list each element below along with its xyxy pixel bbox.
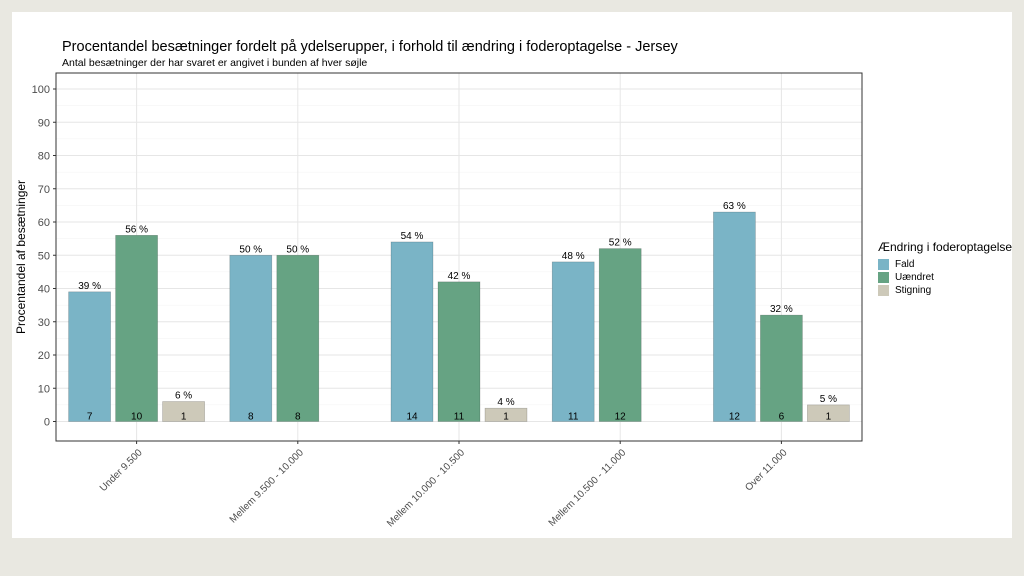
legend: Ændring i foderoptagelse Fald Uændret Stig…: [878, 240, 1012, 297]
y-axis-label: Procentandel af besætninger: [14, 180, 28, 334]
y-tick-label: 0: [44, 417, 50, 429]
legend-items: Fald Uændret Stigning: [878, 258, 1012, 297]
bar: [807, 404, 850, 422]
y-tick-label: 10: [38, 383, 50, 395]
bar-value-label: 50 %: [286, 244, 309, 255]
bar-count-label: 6: [779, 412, 785, 423]
y-tick-label: 60: [38, 217, 50, 229]
plot-border: [55, 72, 863, 442]
bar-count-label: 1: [826, 412, 832, 423]
bar: [115, 235, 158, 422]
x-tick-label: Mellem 10.500 - 11.000: [547, 447, 629, 529]
bar-value-label: 5 %: [820, 394, 837, 405]
x-tick-label: Mellem 10.000 - 10.500: [385, 447, 467, 529]
bar-count-label: 1: [181, 412, 187, 423]
y-tick-label: 90: [38, 117, 50, 129]
bar: [390, 241, 434, 422]
bar-value-label: 50 %: [239, 244, 262, 255]
slide: Procentandel besætninger fordelt på ydel…: [12, 12, 1012, 538]
bar-value-label: 52 %: [609, 238, 632, 249]
bar-count-label: 11: [454, 412, 465, 423]
bar: [713, 211, 756, 422]
bar-count-label: 8: [295, 412, 301, 423]
bar: [162, 401, 205, 422]
legend-item: Uændret: [878, 271, 1012, 284]
legend-label: Fald: [895, 259, 915, 270]
bar-value-label: 39 %: [78, 281, 101, 292]
y-tick-label: 50: [38, 250, 50, 262]
bar-count-label: 8: [248, 412, 254, 423]
y-tick-label: 80: [38, 151, 50, 163]
bar: [68, 291, 111, 422]
bar-value-label: 54 %: [401, 231, 424, 242]
bar-value-label: 6 %: [175, 391, 192, 402]
legend-swatch: [878, 285, 889, 296]
bars: [68, 211, 850, 422]
chart-subtitle: Antal besætninger der har svaret er angi…: [62, 57, 368, 69]
bar: [484, 407, 528, 422]
legend-label: Uændret: [895, 272, 934, 283]
bar-value-label: 42 %: [448, 271, 471, 282]
bar: [760, 314, 803, 422]
y-tick-label: 100: [32, 84, 50, 96]
chart-title: Procentandel besætninger fordelt på ydel…: [62, 39, 678, 55]
legend-label: Stigning: [895, 285, 932, 296]
bar: [598, 248, 642, 422]
x-tick-label: Over 11.000: [743, 447, 789, 493]
legend-swatch: [878, 259, 889, 270]
bar-count-label: 12: [615, 412, 627, 423]
bar: [437, 281, 481, 422]
bar-count-label: 1: [503, 412, 509, 423]
y-tick-label: 70: [38, 184, 50, 196]
x-tick-label: Under 9.500: [98, 447, 145, 494]
x-tick-label: Mellem 9.500 - 10.000: [228, 447, 306, 525]
bar: [276, 254, 320, 422]
y-tick-label: 40: [38, 284, 50, 296]
legend-item: Stigning: [878, 284, 1012, 297]
bar-value-label: 32 %: [770, 304, 793, 315]
y-tick-label: 30: [38, 317, 50, 329]
bar-count-label: 14: [406, 412, 418, 423]
bar: [229, 254, 273, 422]
bar-count-label: 12: [729, 412, 741, 423]
bar-value-label: 48 %: [562, 251, 585, 262]
bar-value-label: 63 %: [723, 201, 746, 212]
bar-value-label: 56 %: [125, 224, 148, 235]
legend-swatch: [878, 272, 889, 283]
bar-count-label: 10: [131, 412, 143, 423]
bar-value-label: 4 %: [497, 397, 514, 408]
bar-count-label: 7: [87, 412, 93, 423]
legend-item: Fald: [878, 258, 1012, 271]
legend-title: Ændring i foderoptagelse: [878, 240, 1013, 254]
bar-count-label: 11: [568, 412, 579, 423]
bar: [551, 261, 595, 422]
y-tick-label: 20: [38, 350, 50, 362]
